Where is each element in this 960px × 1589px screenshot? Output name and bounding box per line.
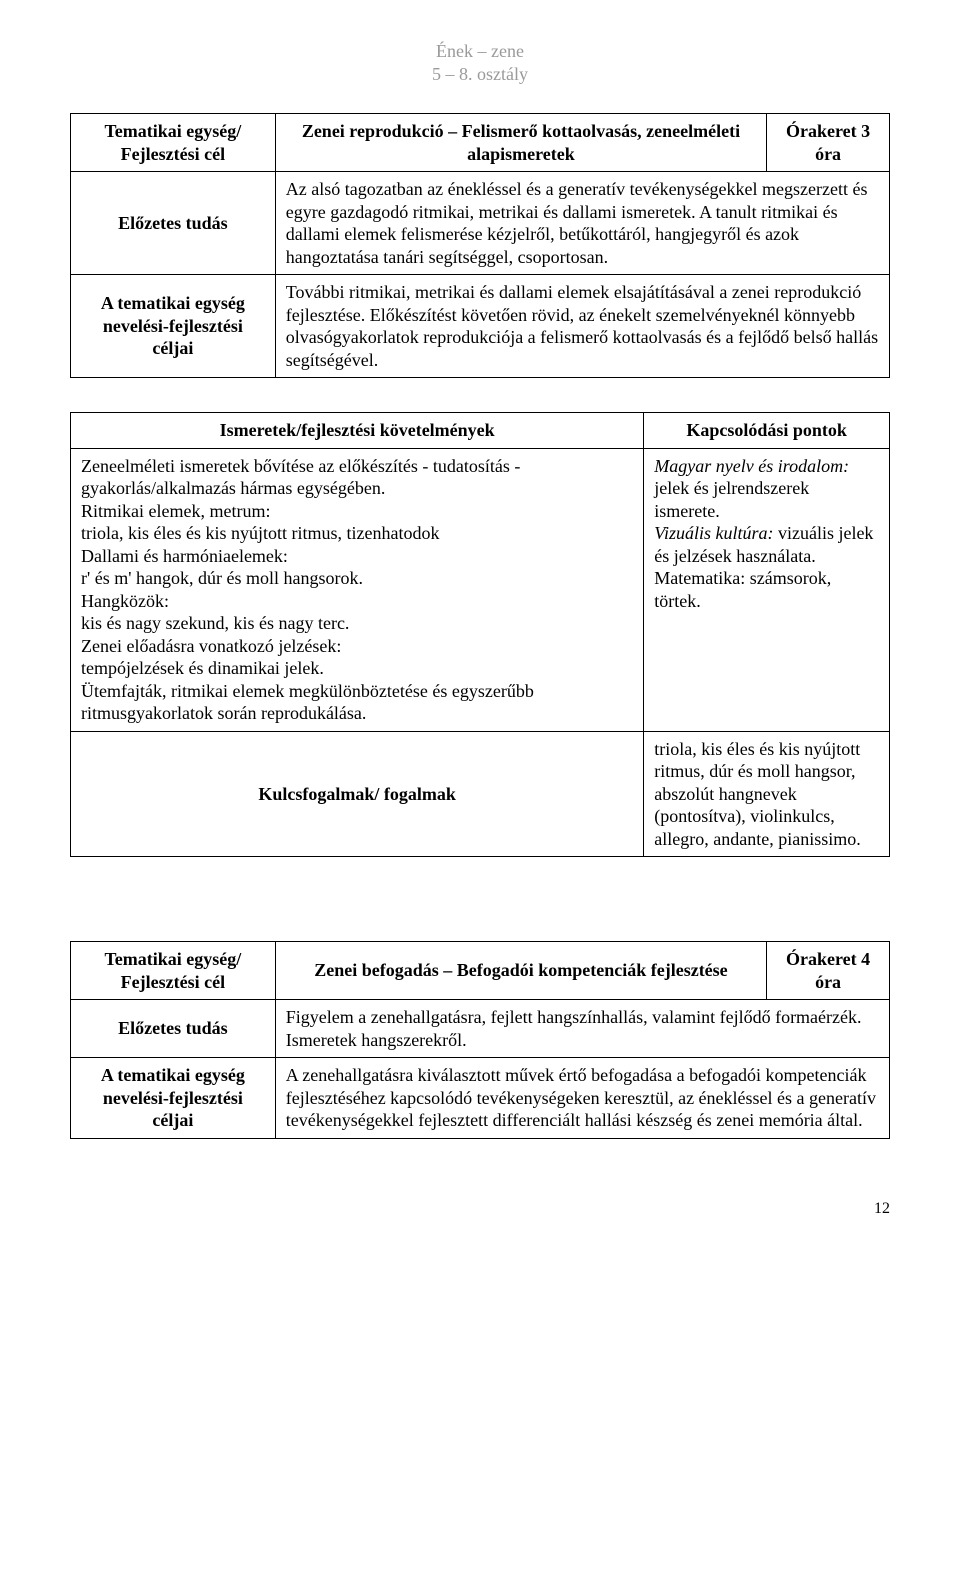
- conn-rest: jelek és jelrendszerek ismerete.: [654, 478, 809, 521]
- req-line: Ritmikai elemek, metrum:: [81, 500, 633, 523]
- req-line: tempójelzések és dinamikai jelek.: [81, 657, 633, 680]
- conn-line: Matematika: számsorok, törtek.: [654, 567, 879, 612]
- table-row: A tematikai egység nevelési-fejlesztési …: [71, 1058, 890, 1139]
- cell-content: triola, kis éles és kis nyújtott ritmus,…: [644, 731, 890, 857]
- cell-content: További ritmikai, metrikai és dallami el…: [275, 275, 889, 378]
- cell-content: Figyelem a zenehallgatásra, fejlett hang…: [275, 1000, 889, 1058]
- cell-label: A tematikai egység nevelési-fejlesztési …: [71, 1058, 276, 1139]
- cell-content: Az alsó tagozatban az énekléssel és a ge…: [275, 172, 889, 275]
- table-row: Kulcsfogalmak/ fogalmak triola, kis éles…: [71, 731, 890, 857]
- cell-label: A tematikai egység nevelési-fejlesztési …: [71, 275, 276, 378]
- cell-content: A zenehallgatásra kiválasztott művek ért…: [275, 1058, 889, 1139]
- req-line: Zenei előadásra vonatkozó jelzések:: [81, 635, 633, 658]
- cell-label: Előzetes tudás: [71, 172, 276, 275]
- header-line1: Ének – zene: [70, 40, 890, 63]
- table-row: Tematikai egység/ Fejlesztési cél Zenei …: [71, 114, 890, 172]
- req-line: kis és nagy szekund, kis és nagy terc.: [81, 612, 633, 635]
- cell-heading-left: Ismeretek/fejlesztési követelmények: [71, 413, 644, 449]
- cell-heading-left: Tematikai egység/ Fejlesztési cél: [71, 114, 276, 172]
- page-container: Ének – zene 5 – 8. osztály Tematikai egy…: [0, 0, 960, 1279]
- spacer: [70, 891, 890, 941]
- cell-label: Kulcsfogalmak/ fogalmak: [71, 731, 644, 857]
- cell-heading-right: Órakeret 3 óra: [767, 114, 890, 172]
- conn-italic: Magyar nyelv és irodalom:: [654, 456, 849, 476]
- cell-heading-mid: Zenei befogadás – Befogadói kompetenciák…: [275, 942, 766, 1000]
- cell-heading-left: Tematikai egység/ Fejlesztési cél: [71, 942, 276, 1000]
- conn-line: Magyar nyelv és irodalom: jelek és jelre…: [654, 455, 879, 523]
- req-line: Hangközök:: [81, 590, 633, 613]
- table-row: Zeneelméleti ismeretek bővítése az előké…: [71, 448, 890, 731]
- req-line: Ütemfajták, ritmikai elemek megkülönbözt…: [81, 680, 633, 725]
- cell-label: Előzetes tudás: [71, 1000, 276, 1058]
- table-row: A tematikai egység nevelési-fejlesztési …: [71, 275, 890, 378]
- page-number: 12: [70, 1199, 890, 1219]
- table-row: Ismeretek/fejlesztési követelmények Kapc…: [71, 413, 890, 449]
- req-line: Dallami és harmóniaelemek:: [81, 545, 633, 568]
- table-row: Tematikai egység/ Fejlesztési cél Zenei …: [71, 942, 890, 1000]
- table-row: Előzetes tudás Az alsó tagozatban az éne…: [71, 172, 890, 275]
- header-line2: 5 – 8. osztály: [70, 63, 890, 86]
- table-thematic-unit-1: Tematikai egység/ Fejlesztési cél Zenei …: [70, 113, 890, 378]
- req-line: Zeneelméleti ismeretek bővítése az előké…: [81, 455, 633, 500]
- conn-italic: Vizuális kultúra:: [654, 523, 773, 543]
- req-line: r' és m' hangok, dúr és moll hangsorok.: [81, 567, 633, 590]
- cell-requirements-body: Zeneelméleti ismeretek bővítése az előké…: [71, 448, 644, 731]
- conn-line: Vizuális kultúra: vizuális jelek és jelz…: [654, 522, 879, 567]
- req-line: triola, kis éles és kis nyújtott ritmus,…: [81, 522, 633, 545]
- cell-heading-right: Kapcsolódási pontok: [644, 413, 890, 449]
- table-row: Előzetes tudás Figyelem a zenehallgatásr…: [71, 1000, 890, 1058]
- page-header: Ének – zene 5 – 8. osztály: [70, 40, 890, 85]
- table-requirements: Ismeretek/fejlesztési követelmények Kapc…: [70, 412, 890, 857]
- cell-connections-body: Magyar nyelv és irodalom: jelek és jelre…: [644, 448, 890, 731]
- cell-heading-right: Órakeret 4 óra: [767, 942, 890, 1000]
- table-thematic-unit-2: Tematikai egység/ Fejlesztési cél Zenei …: [70, 941, 890, 1139]
- cell-heading-mid: Zenei reprodukció – Felismerő kottaolvas…: [275, 114, 766, 172]
